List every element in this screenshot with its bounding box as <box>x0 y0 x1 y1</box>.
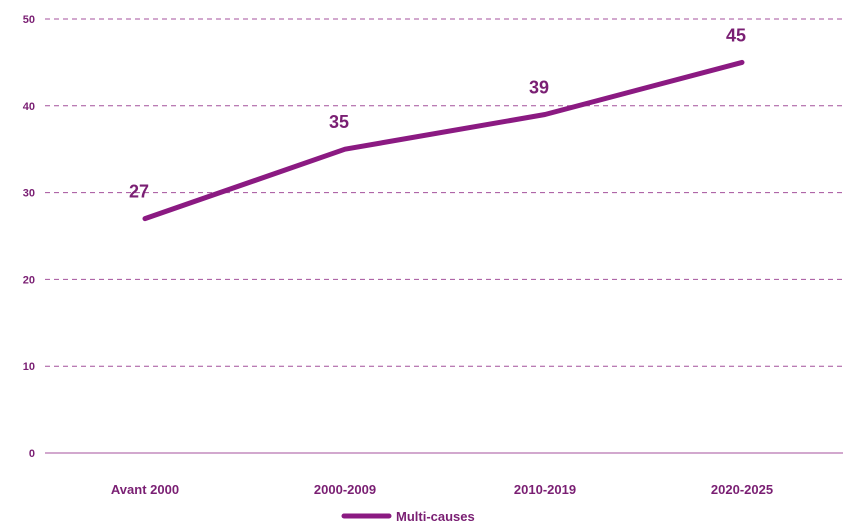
grid-lines <box>45 18 843 454</box>
y-axis-ticks: 0 10 20 30 40 50 <box>23 14 35 460</box>
y-tick-label: 30 <box>23 188 35 200</box>
data-label: 35 <box>329 112 349 132</box>
series-layer <box>142 59 745 222</box>
x-tick-label: 2010-2019 <box>514 482 576 497</box>
x-tick-label: Avant 2000 <box>111 482 179 497</box>
data-label: 39 <box>529 77 549 97</box>
y-tick-label: 20 <box>23 274 35 286</box>
x-tick-label: 2000-2009 <box>314 482 376 497</box>
legend: Multi-causes <box>341 509 475 524</box>
y-tick-label: 0 <box>29 448 35 460</box>
data-labels: 27 35 39 45 <box>129 25 746 201</box>
legend-label-multi-causes: Multi-causes <box>396 509 475 524</box>
y-tick-label: 40 <box>23 101 35 113</box>
data-label: 45 <box>726 25 746 45</box>
y-tick-label: 50 <box>23 14 35 26</box>
x-axis-ticks: Avant 2000 2000-2009 2010-2019 2020-2025 <box>111 482 773 497</box>
y-tick-label: 10 <box>23 361 35 373</box>
data-label: 27 <box>129 182 149 202</box>
series-line-multi-causes <box>142 59 745 222</box>
x-tick-label: 2020-2025 <box>711 482 773 497</box>
